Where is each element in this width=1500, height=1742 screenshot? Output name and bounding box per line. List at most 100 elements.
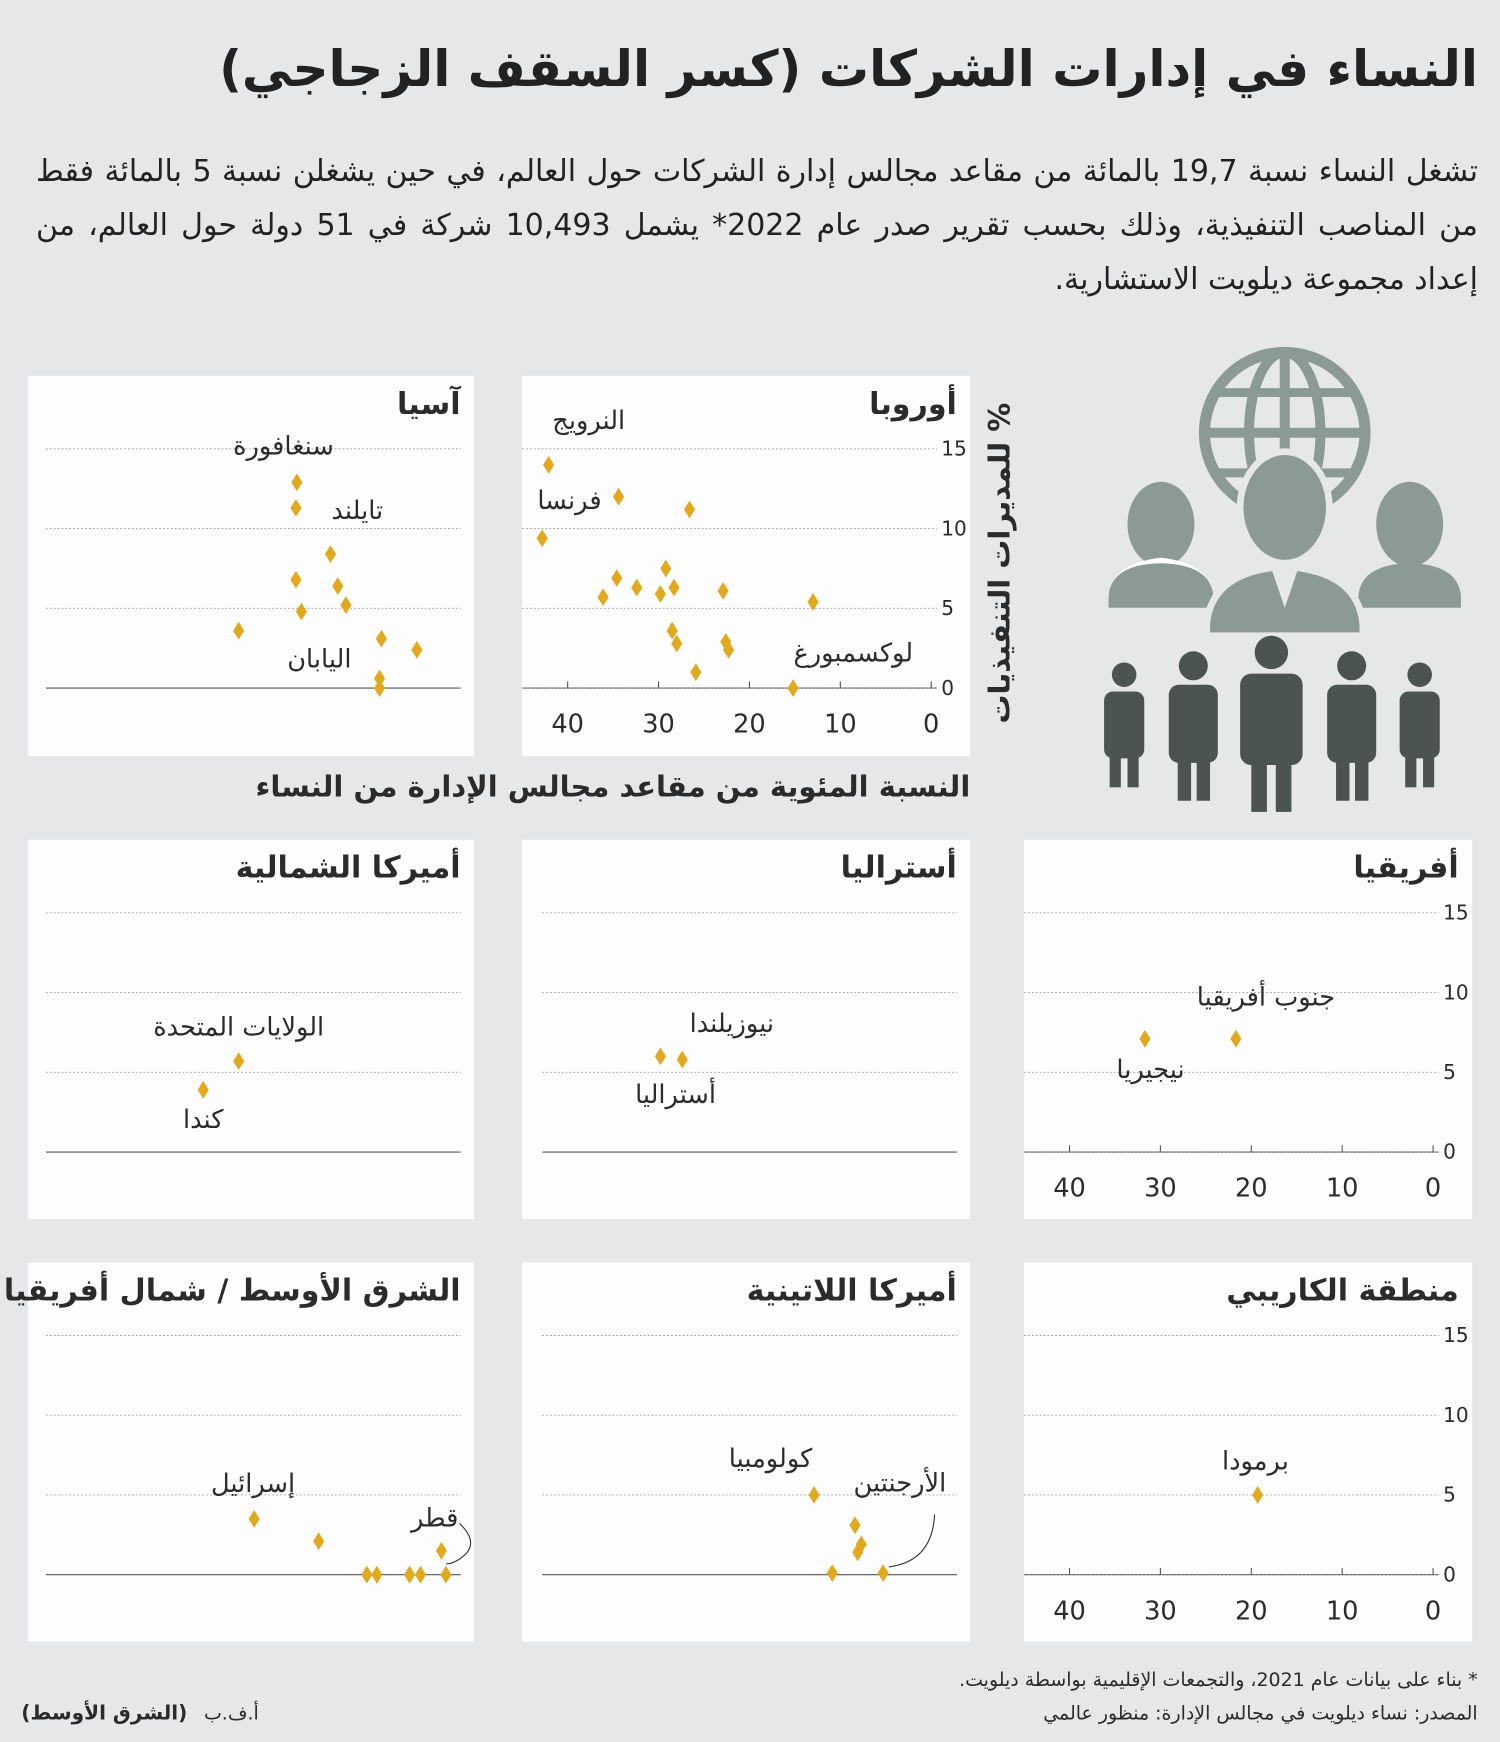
x-tick-label: 20 (1235, 1596, 1268, 1626)
y-tick-label: 15 (1443, 901, 1469, 925)
point-label: النرويج (552, 406, 625, 436)
point (1252, 1486, 1264, 1504)
panel-title: الشرق الأوسط / شمال أفريقيا (4, 1270, 461, 1308)
agency: أ.ف.ب (204, 1701, 259, 1725)
point (852, 1543, 864, 1562)
x-tick-label: 40 (1053, 1596, 1086, 1626)
point (536, 529, 548, 548)
y-tick-label: 0 (1443, 1562, 1456, 1586)
point-label: قطر (409, 1503, 458, 1533)
point (717, 581, 729, 600)
point (233, 1052, 245, 1071)
point (197, 1080, 209, 1099)
point (435, 1541, 447, 1560)
panel: آسيا سنغافورة تايلند اليابان (27, 375, 474, 757)
y-tick-label: 5 (941, 596, 954, 620)
point (808, 1486, 820, 1504)
x-tick-label: 10 (824, 710, 857, 740)
point (690, 663, 702, 682)
point (1230, 1029, 1242, 1048)
x-tick-label: 20 (1235, 1174, 1268, 1204)
point (877, 1564, 889, 1583)
point (374, 669, 386, 688)
leader-line (445, 1523, 472, 1565)
x-tick-label: 0 (923, 710, 939, 740)
point (414, 1565, 427, 1584)
point-label: برمودا (1222, 1446, 1289, 1476)
point-label: كندا (183, 1105, 224, 1135)
point (233, 621, 245, 640)
point (340, 596, 352, 615)
footnote: * بناء على بيانات عام 2021، والتجمعات ال… (959, 1669, 1478, 1691)
panel-title: أوروبا (869, 384, 957, 422)
y-tick-label: 5 (1443, 1483, 1456, 1507)
point-label: الأرجنتين (854, 1466, 947, 1499)
point (1139, 1029, 1151, 1048)
panel-title: منطقة الكاريبي (1226, 1273, 1459, 1308)
point-label: تايلند (331, 496, 383, 526)
x-tick-label: 40 (551, 710, 584, 740)
point-label: الولايات المتحدة (153, 1012, 324, 1042)
point-label: نيجيريا (1116, 1055, 1184, 1085)
point (371, 1565, 383, 1584)
y-tick-label: 15 (1443, 1323, 1469, 1347)
point-label: جنوب أفريقيا (1197, 978, 1335, 1012)
y-tick-label: 10 (941, 516, 967, 540)
point (631, 578, 643, 597)
x-tick-label: 10 (1326, 1596, 1359, 1626)
point-label: اليابان (287, 644, 351, 674)
point-label: إسرائيل (211, 1469, 295, 1499)
point-label: لوكسمبورغ (793, 638, 913, 668)
point-label: فرنسا (537, 486, 601, 516)
point-label: كولومبيا (729, 1444, 813, 1474)
point (403, 1565, 416, 1584)
point (849, 1516, 861, 1535)
panel: أميركا الشمالية الولايات المتحدة كندا (27, 839, 474, 1219)
x-tick-label: 30 (642, 710, 675, 740)
point-label: سنغافورة (233, 431, 334, 461)
point (290, 498, 302, 517)
x-axis-label: النسبة المئوية من مقاعد مجالس الإدارة من… (256, 769, 971, 803)
point (313, 1532, 325, 1551)
panel-title: أستراليا (841, 848, 957, 886)
intro: تشغل النساء نسبة 19,7 بالمائة من مقاعد م… (36, 154, 1479, 297)
point (612, 487, 625, 506)
panel-background (521, 839, 971, 1219)
x-tick-label: 30 (1144, 1174, 1177, 1204)
x-tick-label: 0 (1425, 1174, 1441, 1204)
panel-background (27, 1262, 474, 1642)
x-tick-label: 30 (1144, 1596, 1177, 1626)
panel-background (521, 1262, 971, 1642)
leader-line (888, 1514, 936, 1568)
point-label: نيوزيلندا (690, 1009, 774, 1039)
y-axis-label: % للمديرات التنفيذيات (982, 403, 1016, 724)
point (597, 588, 609, 607)
point (411, 640, 423, 659)
panel-title: أفريقيا (1353, 848, 1458, 886)
point (440, 1565, 452, 1584)
panel: أفريقيا 0 5 10 15 0 10 20 30 40 جنوب أفريقيا نيجيري… (1023, 839, 1473, 1219)
x-tick-label: 10 (1326, 1174, 1359, 1204)
x-tick-label: 20 (733, 710, 766, 740)
panel: منطقة الكاريبي 0 5 10 15 0 10 20 30 40 برمودا (1023, 1262, 1473, 1642)
panel-background (1023, 839, 1473, 1219)
x-tick-label: 0 (1425, 1596, 1441, 1626)
point (787, 679, 799, 698)
publisher: (الشرق الأوسط) (21, 1700, 187, 1725)
panel: أميركا اللاتينية كولومبيا الأرجنتين (521, 1262, 971, 1642)
y-tick-label: 0 (1443, 1140, 1456, 1164)
x-tick-label: 40 (1053, 1174, 1086, 1204)
point (666, 621, 678, 640)
point (668, 578, 680, 597)
y-tick-label: 15 (941, 437, 967, 461)
source: المصدر: نساء ديلويت في مجالس الإدارة: من… (1043, 1703, 1477, 1725)
panel-background (27, 839, 474, 1219)
panel-title: آسيا (397, 385, 461, 422)
panel-background (521, 375, 971, 757)
title: النساء في إدارات الشركات (كسر السقف الزج… (219, 40, 1478, 98)
panel-title: أميركا الشمالية (236, 848, 461, 886)
panel-title: أميركا اللاتينية (747, 1270, 957, 1308)
icon (1104, 346, 1461, 812)
